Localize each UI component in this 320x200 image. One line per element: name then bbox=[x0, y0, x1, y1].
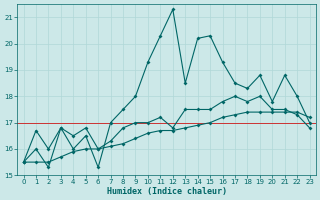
X-axis label: Humidex (Indice chaleur): Humidex (Indice chaleur) bbox=[107, 187, 227, 196]
